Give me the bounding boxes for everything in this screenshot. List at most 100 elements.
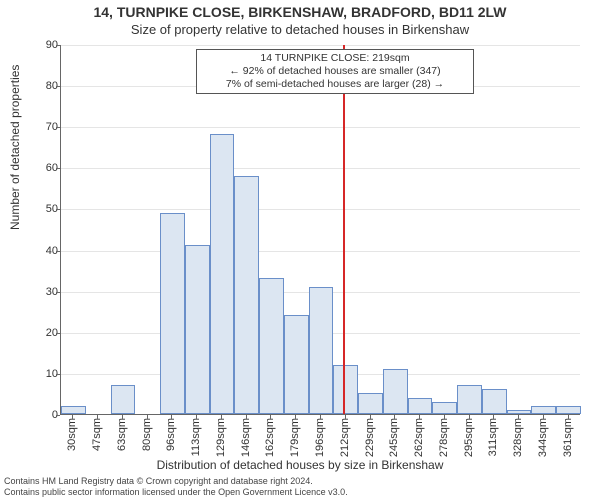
x-tick-label: 245sqm [388, 418, 400, 457]
gridline [61, 251, 580, 252]
y-tick-mark [56, 333, 60, 334]
annotation-box: 14 TURNPIKE CLOSE: 219sqm ← 92% of detac… [196, 49, 474, 94]
x-tick-mark [419, 415, 420, 419]
histogram-bar [507, 410, 532, 414]
x-tick-mark [72, 415, 73, 419]
x-tick-label: 63sqm [116, 418, 128, 451]
x-tick-mark [394, 415, 395, 419]
chart-container: 14, TURNPIKE CLOSE, BIRKENSHAW, BRADFORD… [0, 0, 600, 500]
histogram-bar [234, 176, 259, 414]
y-tick-mark [56, 292, 60, 293]
y-tick-label: 0 [38, 409, 58, 421]
histogram-bar [358, 393, 383, 414]
annotation-line-3: 7% of semi-detached houses are larger (2… [203, 78, 467, 91]
x-tick-mark [97, 415, 98, 419]
gridline [61, 209, 580, 210]
histogram-bar [210, 134, 235, 414]
x-tick-label: 229sqm [364, 418, 376, 457]
x-tick-label: 328sqm [512, 418, 524, 457]
footer-line-1: Contains HM Land Registry data © Crown c… [4, 476, 348, 487]
y-tick-mark [56, 45, 60, 46]
x-tick-label: 212sqm [339, 418, 351, 457]
y-tick-label: 90 [38, 39, 58, 51]
gridline [61, 45, 580, 46]
x-tick-mark [171, 415, 172, 419]
x-tick-label: 162sqm [264, 418, 276, 457]
x-tick-label: 113sqm [190, 418, 202, 456]
histogram-bar [482, 389, 507, 414]
histogram-bar [61, 406, 86, 414]
x-tick-mark [493, 415, 494, 419]
histogram-bar [531, 406, 556, 414]
x-tick-mark [444, 415, 445, 419]
y-tick-label: 60 [38, 162, 58, 174]
x-tick-label: 96sqm [165, 418, 177, 451]
x-tick-mark [246, 415, 247, 419]
x-tick-label: 129sqm [215, 418, 227, 457]
x-tick-mark [270, 415, 271, 419]
x-tick-mark [147, 415, 148, 419]
histogram-bar [333, 365, 358, 414]
histogram-bar [259, 278, 284, 414]
histogram-bar [284, 315, 309, 414]
x-tick-mark [543, 415, 544, 419]
histogram-bar [309, 287, 334, 414]
x-axis-label: Distribution of detached houses by size … [0, 458, 600, 472]
x-tick-label: 344sqm [537, 418, 549, 457]
y-tick-mark [56, 168, 60, 169]
x-tick-label: 295sqm [463, 418, 475, 457]
x-tick-label: 146sqm [240, 418, 252, 457]
chart-subtitle: Size of property relative to detached ho… [0, 22, 600, 37]
x-tick-label: 47sqm [91, 418, 103, 451]
x-tick-mark [221, 415, 222, 419]
x-tick-mark [295, 415, 296, 419]
histogram-bar [432, 402, 457, 414]
histogram-bar [185, 245, 210, 414]
x-tick-label: 30sqm [66, 418, 78, 451]
y-tick-mark [56, 86, 60, 87]
x-tick-mark [320, 415, 321, 419]
y-tick-label: 30 [38, 286, 58, 298]
y-tick-label: 70 [38, 121, 58, 133]
y-tick-mark [56, 251, 60, 252]
x-tick-label: 361sqm [562, 418, 574, 457]
y-tick-label: 20 [38, 327, 58, 339]
footer-line-2: Contains public sector information licen… [4, 487, 348, 498]
gridline [61, 127, 580, 128]
gridline [61, 168, 580, 169]
y-axis-label: Number of detached properties [8, 65, 22, 230]
histogram-bar [111, 385, 136, 414]
x-tick-label: 262sqm [413, 418, 425, 457]
x-tick-mark [370, 415, 371, 419]
histogram-bar [556, 406, 581, 414]
y-tick-label: 40 [38, 245, 58, 257]
reference-line [343, 45, 345, 414]
y-tick-label: 50 [38, 203, 58, 215]
x-tick-mark [518, 415, 519, 419]
y-tick-mark [56, 415, 60, 416]
plot-area: 14 TURNPIKE CLOSE: 219sqm ← 92% of detac… [60, 45, 580, 415]
x-tick-label: 179sqm [289, 418, 301, 457]
histogram-bar [383, 369, 408, 414]
y-tick-mark [56, 127, 60, 128]
x-tick-mark [345, 415, 346, 419]
histogram-bar [408, 398, 433, 414]
x-tick-mark [122, 415, 123, 419]
x-tick-label: 278sqm [438, 418, 450, 457]
y-tick-label: 10 [38, 368, 58, 380]
footer-attribution: Contains HM Land Registry data © Crown c… [4, 476, 348, 498]
histogram-bar [160, 213, 185, 414]
y-tick-mark [56, 209, 60, 210]
annotation-line-1: 14 TURNPIKE CLOSE: 219sqm [203, 52, 467, 65]
y-tick-mark [56, 374, 60, 375]
x-tick-mark [469, 415, 470, 419]
x-tick-mark [196, 415, 197, 419]
y-tick-label: 80 [38, 80, 58, 92]
histogram-bar [457, 385, 482, 414]
annotation-line-2: ← 92% of detached houses are smaller (34… [203, 65, 467, 78]
chart-title: 14, TURNPIKE CLOSE, BIRKENSHAW, BRADFORD… [0, 4, 600, 20]
x-tick-label: 311sqm [487, 418, 499, 456]
x-tick-label: 80sqm [141, 418, 153, 451]
x-tick-label: 196sqm [314, 418, 326, 457]
x-tick-mark [568, 415, 569, 419]
